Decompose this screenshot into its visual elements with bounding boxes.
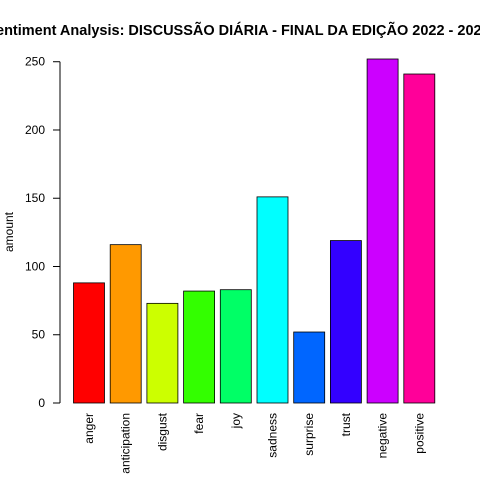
chart-title: Sentiment Analysis: DISCUSSÃO DIÁRIA - F… bbox=[0, 21, 480, 39]
y-tick-label: 250 bbox=[25, 55, 45, 69]
y-tick-label: 100 bbox=[25, 259, 45, 273]
bar-sadness bbox=[256, 196, 289, 404]
bar-disgust bbox=[146, 302, 179, 404]
bar-anticipation bbox=[109, 244, 142, 404]
y-axis-label: amount bbox=[2, 211, 16, 252]
bar-joy bbox=[219, 289, 252, 404]
bar-surprise bbox=[293, 331, 326, 404]
bar-negative bbox=[366, 58, 399, 404]
x-tick-label: anger bbox=[82, 413, 96, 444]
bar-fear bbox=[183, 290, 216, 404]
bar-trust bbox=[329, 240, 362, 404]
y-tick-label: 200 bbox=[25, 123, 45, 137]
y-tick-label: 50 bbox=[32, 328, 46, 342]
x-tick-label: sadness bbox=[266, 413, 280, 458]
x-tick-label: disgust bbox=[155, 412, 169, 451]
y-tick-label: 0 bbox=[38, 396, 45, 410]
y-axis-ticks: 0 50 100 150 200 250 bbox=[25, 55, 60, 410]
x-tick-label: surprise bbox=[302, 413, 316, 456]
bar-positive bbox=[403, 73, 436, 404]
x-tick-label: anticipation bbox=[119, 413, 133, 474]
y-tick-label: 150 bbox=[25, 191, 45, 205]
x-tick-label: fear bbox=[192, 413, 206, 434]
x-tick-label: trust bbox=[339, 412, 353, 436]
bar-anger bbox=[73, 282, 105, 404]
x-tick-label: negative bbox=[376, 413, 390, 459]
bars bbox=[73, 58, 436, 404]
x-axis-tick-labels: anger anticipation disgust fear joy sadness su… bbox=[82, 412, 426, 473]
x-tick-label: positive bbox=[412, 413, 426, 454]
x-tick-label: joy bbox=[229, 413, 243, 429]
